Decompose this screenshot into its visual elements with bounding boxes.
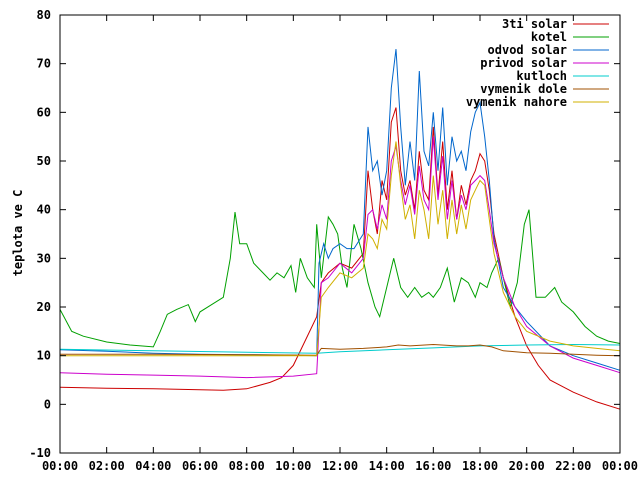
legend-label: odvod solar	[488, 43, 567, 57]
y-tick-label: 0	[44, 397, 51, 411]
x-tick-label: 20:00	[509, 459, 545, 473]
legend-label: privod solar	[480, 56, 567, 70]
y-tick-label: 20	[37, 300, 51, 314]
series-line-6	[60, 141, 621, 357]
y-tick-label: 80	[37, 8, 51, 22]
x-tick-label: 04:00	[135, 459, 171, 473]
series-line-4	[59, 343, 621, 354]
y-tick-label: 60	[37, 105, 51, 119]
y-tick-label: -10	[29, 446, 51, 460]
x-tick-label: 00:00	[42, 459, 78, 473]
y-axis-title: teplota ve C	[11, 190, 25, 277]
x-tick-label: 06:00	[182, 459, 218, 473]
x-tick-label: 12:00	[322, 459, 358, 473]
legend-label: vymenik dole	[480, 82, 567, 96]
series-line-0	[59, 107, 621, 410]
legend-label: kutloch	[516, 69, 567, 83]
legend-label: kotel	[531, 30, 567, 44]
y-tick-label: 10	[37, 349, 51, 363]
x-tick-label: 14:00	[369, 459, 405, 473]
y-tick-label: 50	[37, 154, 51, 168]
y-tick-label: 70	[37, 57, 51, 71]
y-tick-label: 40	[37, 203, 51, 217]
x-tick-label: 10:00	[275, 459, 311, 473]
x-tick-label: 18:00	[462, 459, 498, 473]
legend-label: vymenik nahore	[466, 95, 567, 109]
series-line-5	[60, 343, 621, 357]
legend-label: 3ti solar	[502, 17, 567, 31]
x-tick-label: 08:00	[229, 459, 265, 473]
y-tick-label: 30	[37, 251, 51, 265]
series-line-2	[59, 49, 621, 371]
x-tick-label: 02:00	[89, 459, 125, 473]
x-tick-label: 16:00	[415, 459, 451, 473]
x-tick-label: 00:00	[602, 459, 638, 473]
x-tick-label: 22:00	[555, 459, 591, 473]
series-line-3	[59, 136, 621, 379]
series-line-1	[59, 209, 621, 348]
